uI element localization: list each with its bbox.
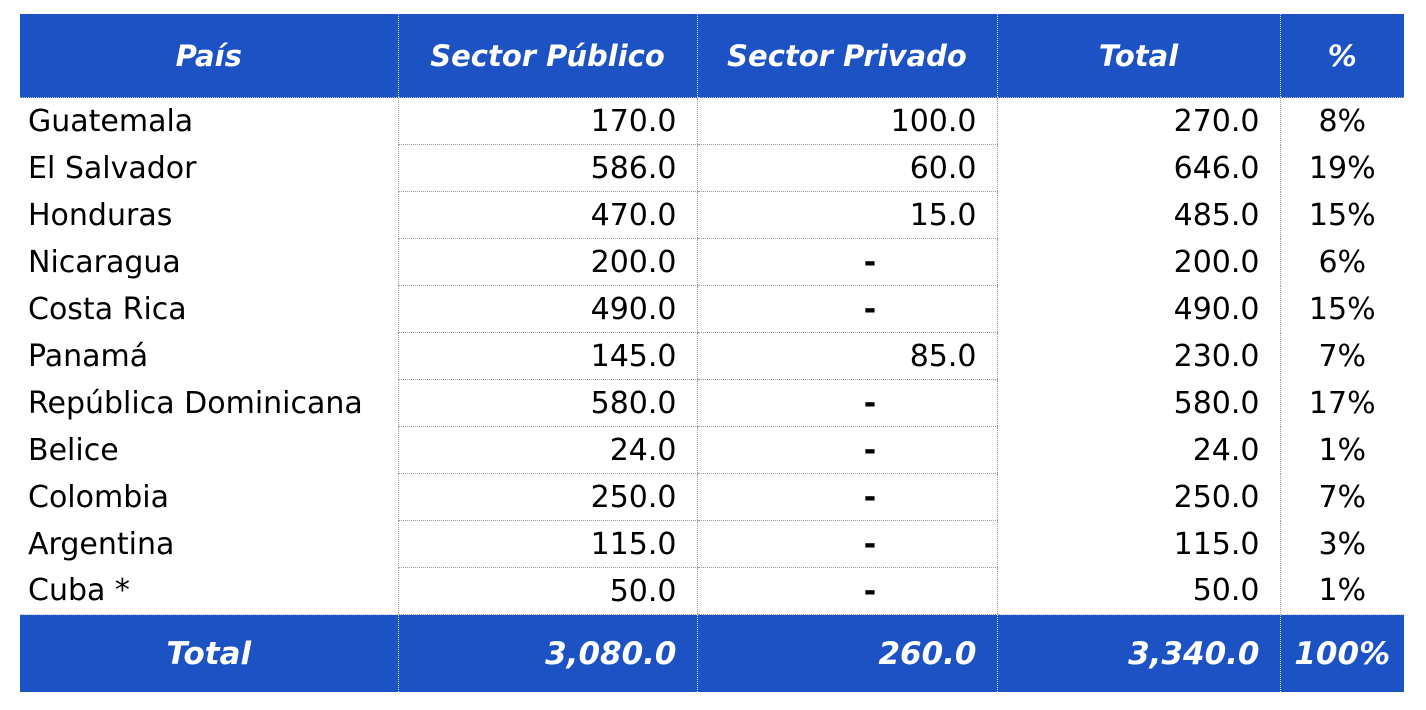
funding-by-country-table: País Sector Público Sector Privado Total… — [20, 14, 1404, 692]
table-row: Costa Rica 490.0-490.0 15% — [20, 285, 1404, 333]
cell-sector-privado: - — [696, 238, 997, 286]
table-row: Belice 24.0-24.0 1% — [20, 426, 1404, 474]
cell-sector-publico: 115.0 — [397, 520, 697, 568]
total-row: Total 3,080.0 260.0 3,340.0 100% — [20, 614, 1404, 692]
cell-percent: 3% — [1279, 520, 1404, 568]
cell-sector-privado: 100.0 — [696, 97, 997, 145]
cell-sector-privado: - — [696, 379, 997, 427]
cell-country: El Salvador — [20, 144, 398, 192]
cell-total: 580.0 — [996, 379, 1280, 427]
total-row-label: Total — [20, 614, 398, 692]
cell-sector-publico: 145.0 — [397, 332, 697, 380]
header-row: País Sector Público Sector Privado Total… — [20, 14, 1404, 98]
cell-country: Belice — [20, 426, 398, 474]
cell-sector-publico: 170.0 — [397, 97, 697, 145]
cell-sector-publico: 580.0 — [397, 379, 697, 427]
cell-sector-publico: 470.0 — [397, 191, 697, 239]
cell-sector-publico: 250.0 — [397, 473, 697, 521]
cell-country: Cuba * — [20, 567, 398, 615]
cell-country: Panamá — [20, 332, 398, 380]
cell-sector-publico: 490.0 — [397, 285, 697, 333]
cell-percent: 6% — [1279, 238, 1404, 286]
cell-percent: 8% — [1279, 97, 1404, 145]
column-header-pais: País — [20, 14, 398, 98]
cell-total: 200.0 — [996, 238, 1280, 286]
cell-sector-privado: - — [696, 520, 997, 568]
table-row: Nicaragua 200.0-200.0 6% — [20, 238, 1404, 286]
cell-percent: 7% — [1279, 332, 1404, 380]
total-sector-privado: 260.0 — [696, 614, 997, 692]
cell-sector-privado: - — [696, 473, 997, 521]
cell-sector-privado: 15.0 — [696, 191, 997, 239]
total-percent: 100% — [1279, 614, 1404, 692]
cell-sector-privado: - — [696, 285, 997, 333]
cell-percent: 15% — [1279, 285, 1404, 333]
column-header-sector-publico: Sector Público — [397, 14, 697, 98]
total-grand-total: 3,340.0 — [996, 614, 1280, 692]
table-row: Guatemala 170.0 100.0 270.0 8% — [20, 97, 1404, 145]
cell-sector-privado: - — [696, 426, 997, 474]
cell-country: Costa Rica — [20, 285, 398, 333]
cell-country: República Dominicana — [20, 379, 398, 427]
column-header-percent: % — [1279, 14, 1404, 98]
cell-total: 115.0 — [996, 520, 1280, 568]
table-row: El Salvador 586.0 60.0 646.0 19% — [20, 144, 1404, 192]
cell-percent: 15% — [1279, 191, 1404, 239]
cell-percent: 1% — [1279, 426, 1404, 474]
cell-sector-publico: 586.0 — [397, 144, 697, 192]
cell-country: Honduras — [20, 191, 398, 239]
column-header-total: Total — [996, 14, 1280, 98]
cell-sector-privado: 85.0 — [696, 332, 997, 380]
cell-percent: 7% — [1279, 473, 1404, 521]
cell-total: 490.0 — [996, 285, 1280, 333]
cell-percent: 1% — [1279, 567, 1404, 615]
table-row: República Dominicana 580.0-580.0 17% — [20, 379, 1404, 427]
cell-country: Guatemala — [20, 97, 398, 145]
cell-sector-publico: 200.0 — [397, 238, 697, 286]
column-header-sector-privado: Sector Privado — [696, 14, 997, 98]
cell-total: 24.0 — [996, 426, 1280, 474]
cell-country: Nicaragua — [20, 238, 398, 286]
table-row: Colombia 250.0-250.0 7% — [20, 473, 1404, 521]
table-row: Panamá 145.0 85.0 230.0 7% — [20, 332, 1404, 380]
cell-country: Colombia — [20, 473, 398, 521]
cell-total: 250.0 — [996, 473, 1280, 521]
cell-total: 646.0 — [996, 144, 1280, 192]
cell-sector-publico: 24.0 — [397, 426, 697, 474]
table-row: Argentina 115.0-115.0 3% — [20, 520, 1404, 568]
total-sector-publico: 3,080.0 — [397, 614, 697, 692]
cell-sector-publico: 50.0 — [397, 567, 697, 615]
cell-total: 485.0 — [996, 191, 1280, 239]
cell-percent: 19% — [1279, 144, 1404, 192]
cell-total: 270.0 — [996, 97, 1280, 145]
cell-percent: 17% — [1279, 379, 1404, 427]
table-row: Honduras 470.0 15.0 485.0 15% — [20, 191, 1404, 239]
table-row: Cuba * 50.0-50.0 1% — [20, 567, 1404, 615]
cell-sector-privado: - — [696, 567, 997, 615]
cell-total: 230.0 — [996, 332, 1280, 380]
cell-country: Argentina — [20, 520, 398, 568]
cell-total: 50.0 — [996, 567, 1280, 615]
cell-sector-privado: 60.0 — [696, 144, 997, 192]
